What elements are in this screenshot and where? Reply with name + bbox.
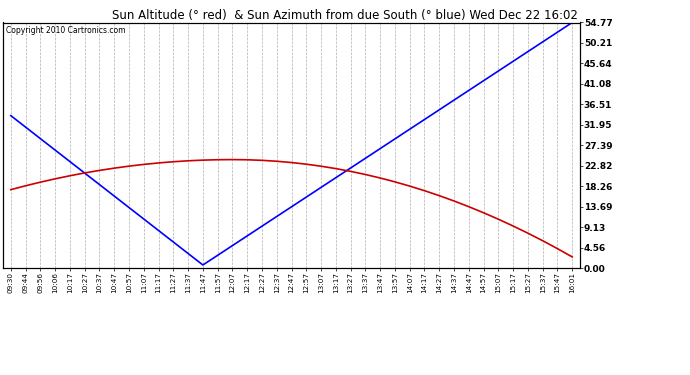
Text: Copyright 2010 Cartronics.com: Copyright 2010 Cartronics.com [6,26,126,35]
Text: Sun Altitude (° red)  & Sun Azimuth from due South (° blue) Wed Dec 22 16:02: Sun Altitude (° red) & Sun Azimuth from … [112,9,578,22]
